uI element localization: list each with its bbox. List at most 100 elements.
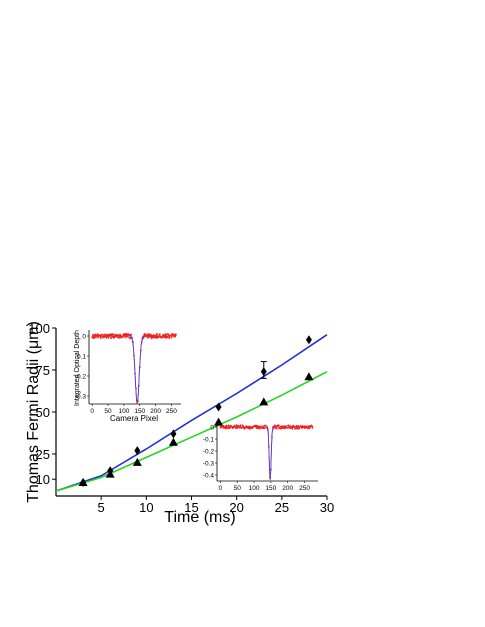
inset-profile-point	[237, 425, 240, 427]
inset-profile-point	[113, 335, 115, 338]
inset-1-y-axis-title: Integrated Optical Depth	[74, 330, 81, 406]
inset-profile-point	[264, 424, 267, 427]
inset-profile-point	[308, 427, 311, 430]
inset-profile-point	[222, 424, 225, 427]
data-point-diamond	[260, 367, 267, 377]
inset-profile-point	[106, 333, 109, 336]
inset-y-tick-label: -0.2	[75, 373, 87, 380]
inset-profile-point	[170, 334, 173, 337]
inset-y-tick-label: -0.3	[203, 460, 215, 467]
data-point-triangle	[304, 372, 314, 381]
data-point-diamond	[134, 446, 141, 456]
data-point-diamond	[170, 429, 177, 439]
inset-y-tick-label: -0.1	[203, 436, 215, 443]
data-point-triangle	[168, 437, 178, 446]
inset-x-tick-label: 50	[104, 408, 112, 415]
y-tick-label: 50	[36, 405, 50, 420]
x-tick-label: 20	[229, 500, 243, 515]
inset-profile-data	[219, 423, 314, 479]
inset-profile-point	[280, 427, 282, 430]
inset-profile-point	[153, 336, 155, 339]
inset-profile-point	[175, 333, 177, 336]
inset-x-tick-label: 200	[150, 408, 161, 415]
inset-profile-point	[291, 427, 293, 430]
inset-profile-point	[234, 427, 237, 429]
x-tick-label: 30	[320, 500, 334, 515]
inset-profile-point	[149, 335, 152, 337]
inset-profile-point	[233, 425, 236, 428]
inset-profile-point	[100, 333, 103, 336]
inset-profile-point	[129, 337, 132, 340]
inset-profile-point	[296, 426, 298, 429]
main-plot: 5 10 15 20 25 30 10 25 50 75 100	[28, 321, 334, 515]
inset-profile-point	[289, 427, 291, 430]
inset-y-tick-label: 0	[82, 333, 86, 340]
inset-profile-point	[104, 335, 107, 337]
inset-x-tick-label: 250	[166, 408, 177, 415]
inset-profile-point	[158, 333, 161, 335]
inset-profile-point	[303, 425, 306, 428]
inset-profile-point	[225, 424, 228, 427]
inset-x-tick-label: 250	[299, 485, 310, 492]
inset-y-tick-label: -0.2	[203, 448, 215, 455]
inset-profile-point	[228, 427, 231, 429]
inset-profile-point	[240, 427, 243, 429]
inset-profile-point	[290, 426, 292, 429]
inset-profile-point	[154, 334, 156, 337]
x-tick-label: 15	[184, 500, 198, 515]
inset-profile-point	[293, 426, 295, 429]
inset-profile-point	[163, 336, 166, 339]
inset-plot-2: 0 50 100 150 200 250 0 -0.1 -0.2 -0.3 -0.4	[203, 421, 318, 492]
inset-x-tick-label: 0	[219, 485, 223, 492]
inset-profile-point	[243, 427, 246, 430]
inset-profile-point	[261, 427, 264, 430]
y-tick-label: 10	[36, 472, 50, 487]
inset-profile-point	[246, 425, 249, 428]
inset-profile-point	[286, 426, 288, 429]
inset-profile-point	[226, 427, 229, 429]
inset-profile-point	[298, 427, 300, 430]
inset-profile-point	[117, 335, 120, 338]
inset-profile-point	[241, 424, 244, 427]
y-tick-label: 75	[36, 363, 50, 378]
inset-profile-point	[235, 424, 238, 427]
inset-profile-point	[288, 425, 290, 428]
data-point-diamond	[305, 335, 312, 345]
inset-profile-point	[164, 333, 167, 335]
x-axis-title: Time (ms)	[164, 509, 235, 526]
inset-profile-point	[114, 333, 116, 336]
inset-profile-point	[130, 333, 133, 336]
inset-profile-point	[161, 335, 164, 338]
inset-profile-point	[238, 426, 241, 429]
inset-profile-data	[91, 332, 177, 405]
inset-profile-point	[165, 335, 168, 338]
inset-profile-point	[231, 427, 234, 430]
inset-x-tick-label: 100	[118, 408, 129, 415]
y-tick-label: 25	[36, 447, 50, 462]
inset-profile-point	[230, 425, 233, 428]
data-point-triangle	[105, 469, 115, 478]
inset-profile-point	[276, 427, 278, 430]
x-tick-label: 5	[98, 500, 105, 515]
inset-profile-point	[292, 424, 294, 427]
inset-profile-point	[239, 424, 242, 427]
x-tick-label: 10	[139, 500, 153, 515]
inset-y-tick-label: -0.3	[75, 393, 87, 400]
inset-profile-point	[112, 333, 114, 336]
inset-profile-point	[274, 424, 276, 427]
fit-line-2	[55, 370, 328, 492]
inset-plot-1: 0 50 100 150 200 250 0 -0.1 -0.2 -0.3	[75, 330, 181, 415]
data-point-diamond	[215, 402, 222, 412]
inset-profile-point	[281, 425, 283, 428]
inset-profile-point	[159, 335, 162, 338]
inset-y-tick-label: -0.4	[203, 472, 215, 479]
inset-profile-point	[236, 427, 239, 429]
data-point-triangle	[132, 457, 142, 466]
inset-profile-point	[162, 334, 165, 337]
inset-profile-point	[160, 337, 163, 339]
inset-profile-point	[144, 334, 147, 336]
inset-profile-point	[257, 427, 260, 430]
inset-profile-point	[121, 335, 124, 338]
inset-y-tick-label: 0	[210, 424, 214, 431]
